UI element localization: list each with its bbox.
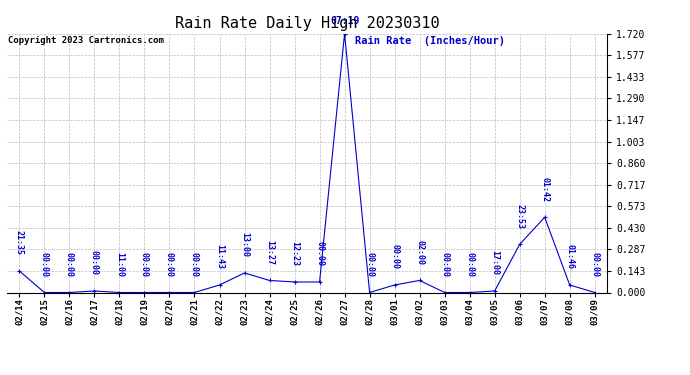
Text: 01:46: 01:46 [565,244,574,270]
Text: 07:19: 07:19 [330,16,359,26]
Text: 00:00: 00:00 [140,252,149,277]
Text: 11:00: 11:00 [115,252,124,277]
Text: 00:00: 00:00 [590,252,599,277]
Text: 11:43: 11:43 [215,244,224,270]
Text: 00:00: 00:00 [465,252,474,277]
Text: 00:00: 00:00 [90,251,99,276]
Text: 00:00: 00:00 [315,242,324,267]
Text: 00:00: 00:00 [365,252,374,277]
Text: 00:00: 00:00 [390,244,399,270]
Text: 00:00: 00:00 [65,252,74,277]
Text: Copyright 2023 Cartronics.com: Copyright 2023 Cartronics.com [8,36,164,45]
Text: 02:00: 02:00 [415,240,424,265]
Text: 23:53: 23:53 [515,204,524,229]
Text: 21:35: 21:35 [15,231,24,255]
Text: 17:00: 17:00 [490,251,499,276]
Text: 00:00: 00:00 [440,252,449,277]
Text: 12:23: 12:23 [290,242,299,267]
Text: 00:00: 00:00 [165,252,174,277]
Text: 01:42: 01:42 [540,177,549,202]
Text: Rain Rate  (Inches/Hour): Rain Rate (Inches/Hour) [355,36,505,46]
Text: 00:00: 00:00 [40,252,49,277]
Title: Rain Rate Daily High 20230310: Rain Rate Daily High 20230310 [175,16,440,31]
Text: 00:00: 00:00 [190,252,199,277]
Text: 13:27: 13:27 [265,240,274,265]
Text: 13:00: 13:00 [240,232,249,257]
